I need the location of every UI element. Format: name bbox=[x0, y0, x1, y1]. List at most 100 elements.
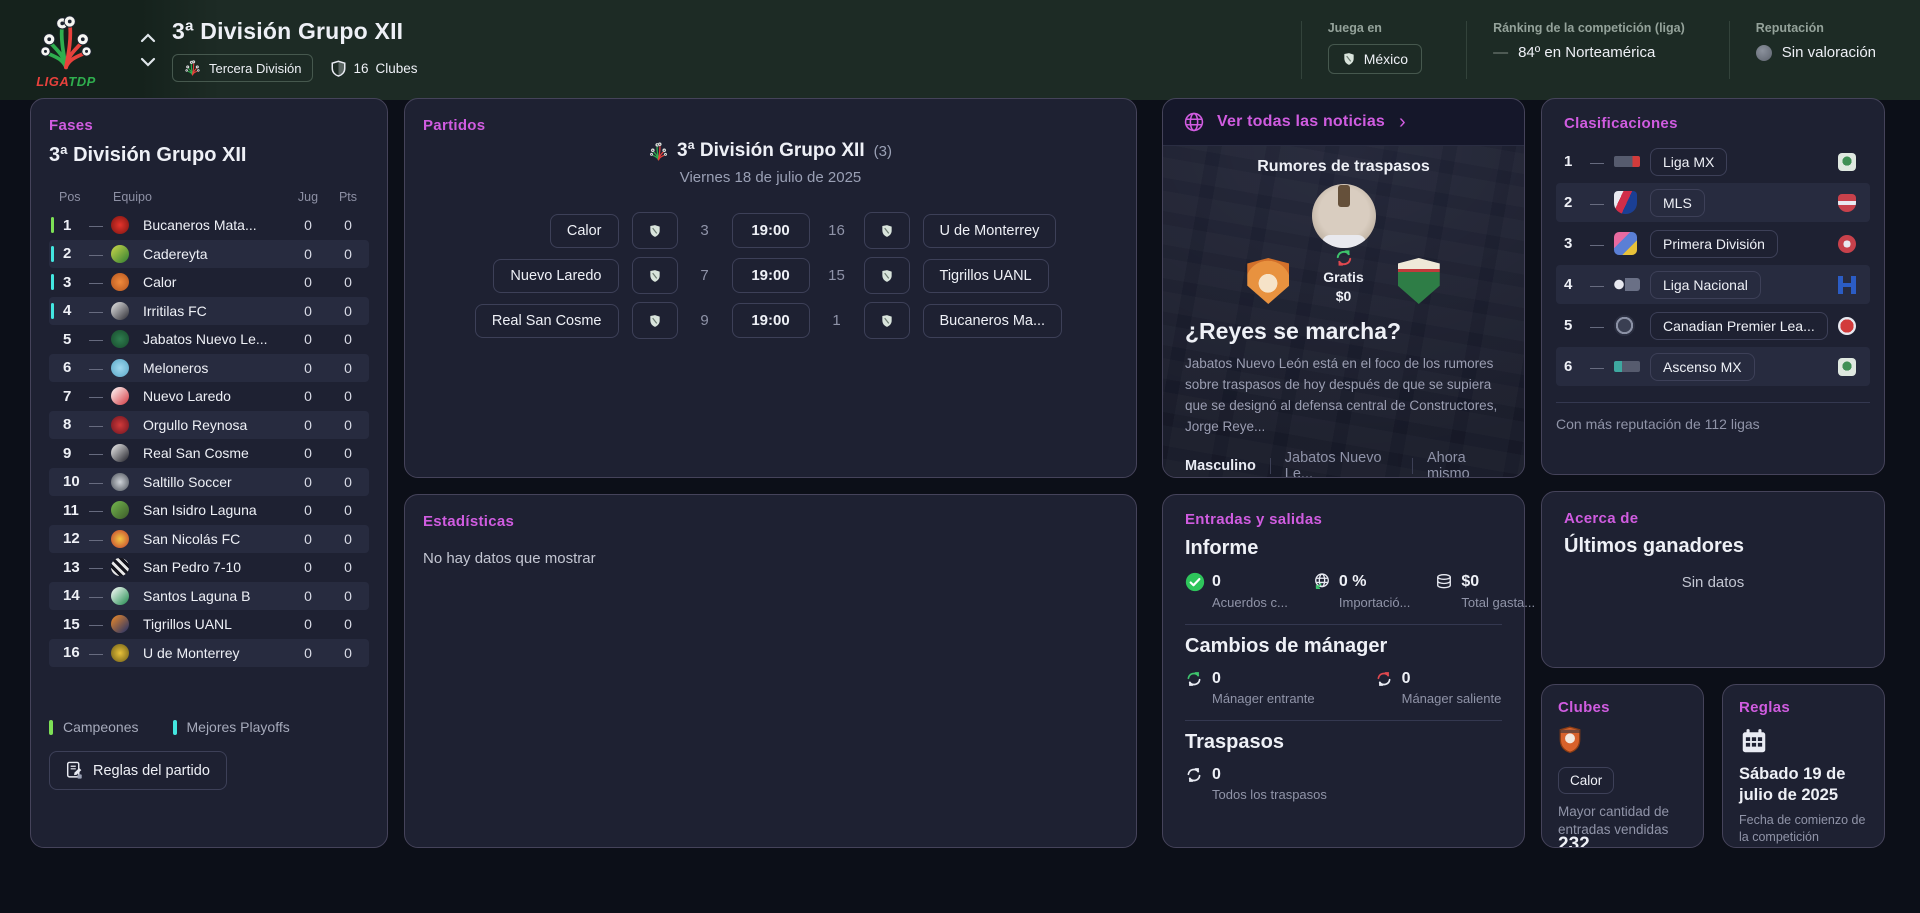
stat-label: Total gasta... bbox=[1461, 595, 1536, 610]
home-team-button[interactable]: Nuevo Laredo bbox=[493, 258, 619, 293]
list-item[interactable]: 3 — Primera División bbox=[1556, 224, 1870, 263]
clubs-count-value: 16 bbox=[353, 60, 369, 76]
match-rules-label: Reglas del partido bbox=[93, 762, 210, 779]
away-crest-icon bbox=[880, 269, 894, 283]
fases-group-title: 3ª División Grupo XII bbox=[49, 144, 247, 166]
position: 15 bbox=[63, 615, 80, 633]
table-row[interactable]: 3 — Calor 0 0 bbox=[49, 268, 369, 297]
league-ranking-list: 1 — Liga MX 2 — MLS 3 — Primera División 4 — Lig… bbox=[1556, 142, 1870, 386]
league-button[interactable]: Ascenso MX bbox=[1650, 352, 1755, 381]
away-team-button[interactable]: U de Monterrey bbox=[922, 213, 1057, 248]
competition-start-description: Fecha de comienzo de la competición bbox=[1739, 813, 1866, 845]
list-item[interactable]: 6 — Ascenso MX bbox=[1556, 347, 1870, 386]
league-rank: 6 bbox=[1564, 358, 1573, 375]
points: 0 bbox=[344, 388, 352, 405]
table-row[interactable]: 6 — Meloneros 0 0 bbox=[49, 353, 369, 382]
table-row[interactable]: 5 — Jabatos Nuevo Le... 0 0 bbox=[49, 325, 369, 354]
home-crest-button[interactable] bbox=[631, 257, 678, 294]
kickoff-time-button[interactable]: 19:00 bbox=[731, 258, 810, 293]
team-crest-icon bbox=[111, 586, 129, 605]
panel-title-entradas: Entradas y salidas bbox=[1185, 511, 1323, 528]
team-name: Bucaneros Mata... bbox=[143, 217, 257, 234]
chevron-down-icon[interactable] bbox=[138, 55, 158, 69]
acerca-panel: Acerca de Últimos ganadores Sin datos bbox=[1541, 491, 1885, 668]
match-rules-button[interactable]: Reglas del partido bbox=[49, 751, 227, 790]
country-button[interactable]: México bbox=[1327, 44, 1423, 74]
team-crest-icon bbox=[111, 501, 129, 520]
manager-out-icon bbox=[1375, 670, 1402, 688]
table-row[interactable]: 2 — Cadereyta 0 0 bbox=[49, 239, 369, 268]
entradas-panel: Entradas y salidas Informe 0 Acuerdos c.… bbox=[1162, 494, 1535, 848]
table-row[interactable]: 12 — San Nicolás FC 0 0 bbox=[49, 524, 369, 553]
team-name: Saltillo Soccer bbox=[143, 473, 232, 490]
list-item[interactable]: 2 — MLS bbox=[1556, 183, 1870, 222]
list-item[interactable]: 5 — Canadian Premier Lea... bbox=[1556, 306, 1870, 345]
ligatdp-logo[interactable]: LIGATDP bbox=[0, 0, 132, 100]
partidos-panel: Partidos 3ª División Grupo XII (3) Viern… bbox=[404, 98, 1137, 478]
league-button[interactable]: Liga MX bbox=[1650, 147, 1728, 176]
table-row[interactable]: 1 — Bucaneros Mata... 0 0 bbox=[49, 211, 369, 240]
league-rank: 5 bbox=[1564, 317, 1573, 334]
away-crest-button[interactable] bbox=[863, 257, 910, 294]
informe-title: Informe bbox=[1185, 537, 1259, 559]
kickoff-time-button[interactable]: 19:00 bbox=[731, 303, 810, 338]
position: 5 bbox=[63, 330, 72, 348]
news-card[interactable]: Rumores de traspasos Gratis $0 ¿Reyes se… bbox=[1163, 146, 1524, 477]
stat-gastado: $0 Total gasta... bbox=[1434, 572, 1535, 610]
table-row[interactable]: 11 — San Isidro Laguna 0 0 bbox=[49, 496, 369, 525]
table-row[interactable]: 4 — Irritilas FC 0 0 bbox=[49, 296, 369, 325]
away-rank: 1 bbox=[832, 312, 841, 329]
table-row[interactable]: 16 — U de Monterrey 0 0 bbox=[49, 638, 369, 667]
played: 0 bbox=[304, 359, 312, 376]
table-row[interactable]: 10 — Saltillo Soccer 0 0 bbox=[49, 467, 369, 496]
chevron-up-icon[interactable] bbox=[138, 31, 158, 45]
trend-dash: — bbox=[89, 587, 103, 604]
league-button[interactable]: MLS bbox=[1650, 188, 1705, 217]
table-row[interactable]: 7 — Nuevo Laredo 0 0 bbox=[49, 382, 369, 411]
played: 0 bbox=[304, 559, 312, 576]
table-row[interactable]: 9 — Real San Cosme 0 0 bbox=[49, 439, 369, 468]
away-rank: 16 bbox=[828, 222, 845, 239]
team-name: Real San Cosme bbox=[143, 445, 249, 462]
played: 0 bbox=[304, 502, 312, 519]
position: 3 bbox=[63, 273, 72, 291]
matchday-date: Viernes 18 de julio de 2025 bbox=[679, 169, 862, 186]
group-count: (3) bbox=[873, 142, 892, 160]
list-item[interactable]: 1 — Liga MX bbox=[1556, 142, 1870, 181]
team-name: Meloneros bbox=[143, 359, 209, 376]
stat-label: Todos los traspasos bbox=[1212, 787, 1327, 802]
league-logo-icon bbox=[1614, 315, 1635, 336]
play-in-section: Juega en México bbox=[1300, 21, 1423, 79]
home-team-button[interactable]: Calor bbox=[549, 213, 619, 248]
trend-dash: — bbox=[1590, 153, 1604, 170]
all-news-link[interactable]: Ver todas las noticias › bbox=[1163, 99, 1524, 146]
away-team-button[interactable]: Bucaneros Ma... bbox=[922, 303, 1063, 338]
league-button[interactable]: Liga Nacional bbox=[1650, 270, 1761, 299]
table-row[interactable]: 13 — San Pedro 7-10 0 0 bbox=[49, 553, 369, 582]
list-item[interactable]: 4 — Liga Nacional bbox=[1556, 265, 1870, 304]
team-name: Irritilas FC bbox=[143, 302, 207, 319]
kickoff-time-button[interactable]: 19:00 bbox=[731, 213, 810, 248]
table-row[interactable]: 14 — Santos Laguna B 0 0 bbox=[49, 581, 369, 610]
division-badge[interactable]: Tercera División bbox=[172, 54, 314, 82]
globe-icon bbox=[1183, 111, 1205, 133]
home-crest-button[interactable] bbox=[631, 302, 678, 339]
played: 0 bbox=[304, 302, 312, 319]
league-button[interactable]: Canadian Premier Lea... bbox=[1650, 311, 1828, 340]
away-team-button[interactable]: Tigrillos UANL bbox=[922, 258, 1049, 293]
country-badge-icon bbox=[1838, 275, 1856, 294]
points: 0 bbox=[344, 331, 352, 348]
table-row[interactable]: 8 — Orgullo Reynosa 0 0 bbox=[49, 410, 369, 439]
away-crest-button[interactable] bbox=[863, 302, 910, 339]
league-button[interactable]: Primera División bbox=[1650, 229, 1778, 258]
away-rank: 15 bbox=[828, 267, 845, 284]
home-crest-button[interactable] bbox=[631, 212, 678, 249]
team-name: Jabatos Nuevo Le... bbox=[143, 331, 268, 348]
club-button[interactable]: Calor bbox=[1558, 767, 1615, 794]
points: 0 bbox=[344, 644, 352, 661]
away-crest-button[interactable] bbox=[863, 212, 910, 249]
team-name: Cadereyta bbox=[143, 245, 208, 262]
home-team-button[interactable]: Real San Cosme bbox=[474, 303, 619, 338]
table-row[interactable]: 15 — Tigrillos UANL 0 0 bbox=[49, 610, 369, 639]
